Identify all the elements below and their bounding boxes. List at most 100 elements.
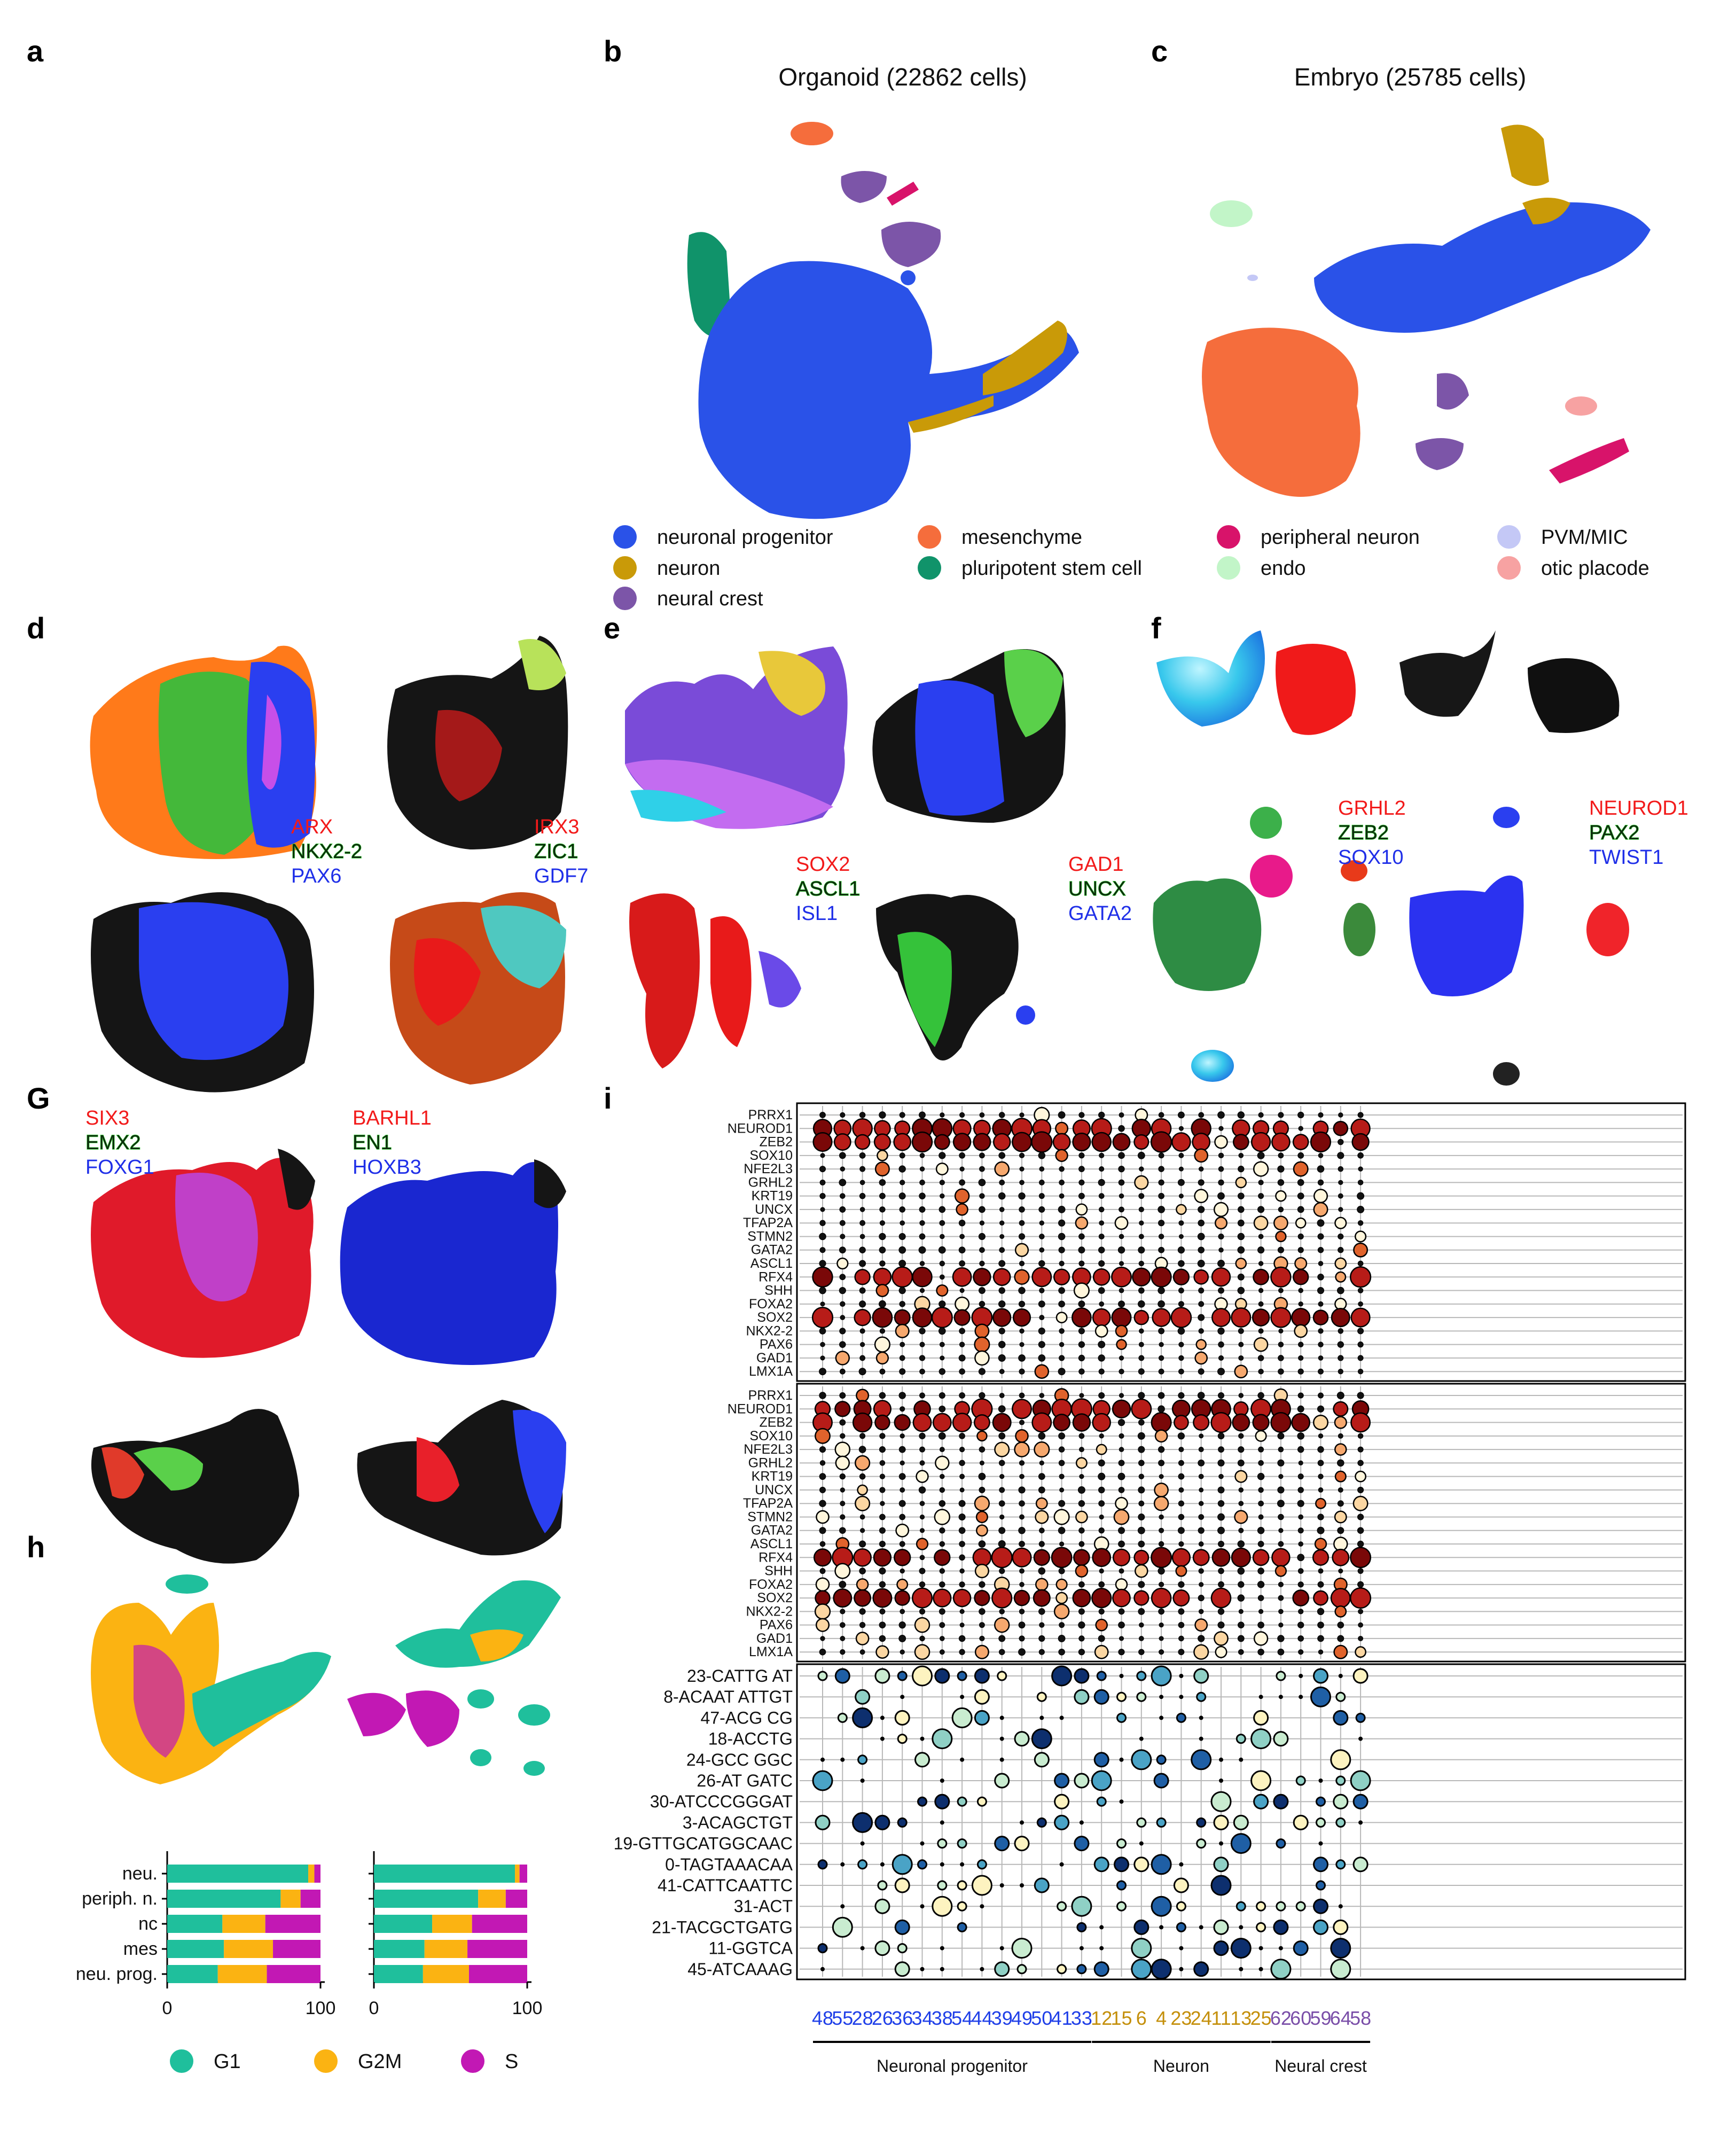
expression-dot xyxy=(839,1274,846,1281)
expression-dot xyxy=(939,1541,945,1547)
expression-dot xyxy=(955,1296,970,1312)
expression-dot xyxy=(1317,1635,1324,1642)
expression-dot xyxy=(934,1509,951,1525)
expression-dot xyxy=(974,1323,990,1339)
expression-dot xyxy=(1154,1429,1168,1443)
expression-dot xyxy=(1059,1355,1065,1361)
expression-dot xyxy=(1058,1635,1066,1642)
gene-row-label: STMN2 xyxy=(747,1229,793,1244)
expression-dot xyxy=(1317,1405,1325,1413)
expression-dot xyxy=(819,1392,826,1399)
expression-dot xyxy=(1138,1581,1145,1588)
motif-dot xyxy=(1352,1668,1369,1684)
motif-dot xyxy=(1151,1665,1172,1687)
expression-dot xyxy=(879,1260,886,1267)
expression-dot xyxy=(999,1514,1005,1520)
expression-dot xyxy=(1218,1152,1224,1159)
expression-dot xyxy=(1138,1260,1144,1267)
expression-dot xyxy=(1217,1260,1225,1267)
expression-dot xyxy=(1014,1441,1030,1457)
motif-dot xyxy=(1213,1814,1229,1830)
motif-dot-small xyxy=(1179,1967,1184,1971)
expression-dot xyxy=(1333,1537,1348,1551)
motif-dot-small xyxy=(840,1757,845,1762)
expression-dot xyxy=(898,1392,906,1399)
motif-dot xyxy=(894,1961,910,1977)
expression-dot xyxy=(952,1413,972,1432)
expression-dot xyxy=(836,1257,849,1270)
cluster-label: 64 xyxy=(1330,2007,1351,2029)
expression-dot xyxy=(1357,1368,1364,1375)
motif-dot-small xyxy=(1179,1862,1184,1867)
expression-dot xyxy=(1098,1234,1105,1239)
expression-dot xyxy=(1355,1470,1367,1483)
motif-dot-small xyxy=(1338,1904,1343,1909)
panel-g-umaps xyxy=(91,1149,566,1564)
expression-dot xyxy=(1278,1368,1284,1375)
expression-dot xyxy=(819,1179,826,1186)
expression-dot xyxy=(1094,1324,1108,1338)
expression-dot xyxy=(1019,1166,1025,1172)
expression-dot xyxy=(873,1133,891,1151)
expression-dot xyxy=(1351,1133,1370,1151)
expression-dot xyxy=(1238,1487,1244,1493)
motif-dot xyxy=(934,1668,950,1684)
expression-dot xyxy=(1294,1324,1308,1338)
motif-dot xyxy=(1330,1749,1351,1771)
motif-dot xyxy=(957,1671,967,1681)
expression-dot xyxy=(1258,1301,1264,1307)
motif-dot xyxy=(1014,1836,1030,1852)
bar-xtick-label: 100 xyxy=(512,1998,543,2018)
expression-dot xyxy=(1313,1202,1328,1217)
expression-dot xyxy=(1072,1307,1092,1328)
expression-dot xyxy=(1039,1247,1045,1253)
motif-dot xyxy=(1011,1938,1033,1959)
expression-dot xyxy=(959,1541,965,1547)
expression-dot xyxy=(1198,1314,1205,1321)
expression-dot xyxy=(1072,1588,1091,1608)
expression-dot xyxy=(1258,1446,1264,1453)
motif-dot-small xyxy=(1358,1736,1363,1741)
expression-dot xyxy=(1235,1258,1247,1269)
motif-dot-small xyxy=(1299,1695,1303,1699)
expression-dot xyxy=(879,1608,886,1615)
motif-dot xyxy=(1313,1898,1328,1914)
expression-dot xyxy=(919,1206,926,1213)
expression-dot xyxy=(998,1460,1005,1467)
gene-row-label: LMX1A xyxy=(749,1644,793,1659)
expression-dot xyxy=(900,1649,905,1655)
expression-dot xyxy=(819,1527,826,1534)
expression-dot xyxy=(1078,1649,1085,1656)
expression-dot xyxy=(835,1351,850,1366)
expression-dot xyxy=(1059,1328,1065,1334)
gene-label-g1-0: SIX3 xyxy=(85,1107,129,1129)
expression-dot xyxy=(833,1588,853,1608)
panel-label-e: e xyxy=(604,611,620,645)
expression-dot xyxy=(1078,1368,1085,1375)
gene-row-label: GATA2 xyxy=(751,1523,793,1538)
gene-row-label: RFX4 xyxy=(758,1269,793,1284)
cluster-label: 55 xyxy=(832,2007,853,2029)
expression-dot xyxy=(1098,1368,1105,1375)
expression-dot xyxy=(1271,1548,1291,1567)
expression-dot xyxy=(1238,1446,1245,1453)
expression-dot xyxy=(1253,1337,1269,1352)
dotplot-frame xyxy=(796,1102,1686,1382)
expression-dot xyxy=(991,1587,1013,1609)
expression-dot xyxy=(839,1341,846,1348)
expression-dot xyxy=(976,1430,988,1442)
expression-dot xyxy=(1297,1581,1304,1588)
expression-dot xyxy=(859,1220,866,1226)
cluster-label: 58 xyxy=(1350,2007,1371,2029)
expression-dot xyxy=(1218,1287,1224,1294)
motif-dot-small xyxy=(1199,1715,1203,1720)
expression-dot xyxy=(958,1246,966,1254)
expression-dot xyxy=(1118,1165,1125,1173)
expression-dot xyxy=(1318,1368,1324,1375)
motif-dot xyxy=(1071,1896,1092,1917)
expression-dot xyxy=(1297,1446,1304,1453)
expression-dot xyxy=(952,1588,972,1608)
motif-dot xyxy=(877,1880,888,1891)
motif-dot xyxy=(974,1710,990,1726)
expression-dot xyxy=(999,1567,1005,1574)
